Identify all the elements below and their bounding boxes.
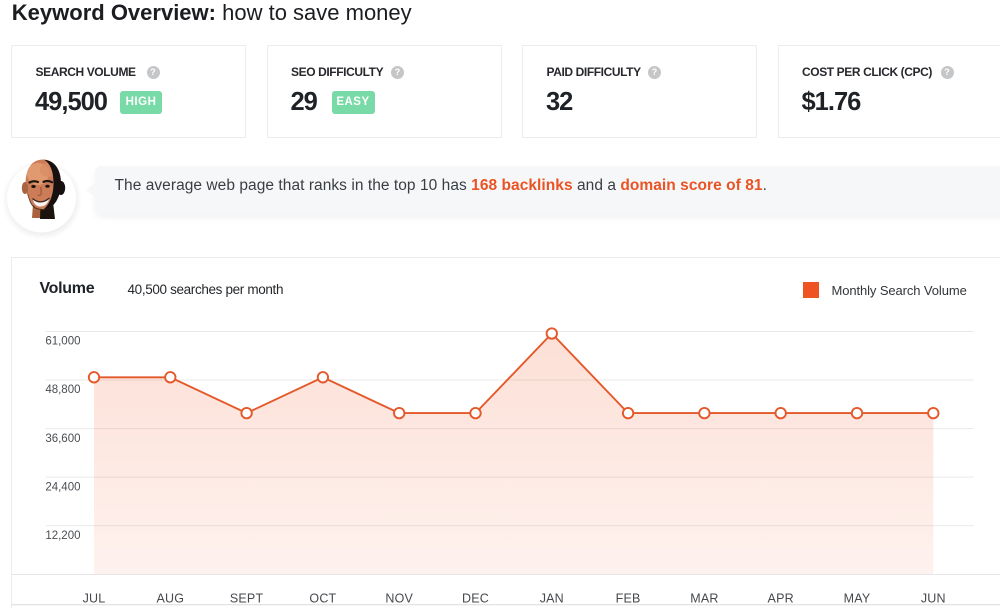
svg-text:FEB: FEB — [616, 592, 641, 606]
svg-text:SEPT: SEPT — [230, 592, 264, 606]
svg-text:MAR: MAR — [690, 592, 718, 606]
svg-text:24,400: 24,400 — [45, 481, 80, 493]
svg-text:MAY: MAY — [844, 592, 871, 606]
svg-text:NOV: NOV — [385, 592, 413, 606]
svg-text:61,000: 61,000 — [45, 336, 80, 348]
svg-text:36,600: 36,600 — [45, 433, 80, 445]
svg-text:JAN: JAN — [540, 592, 564, 606]
svg-text:DEC: DEC — [462, 592, 489, 606]
svg-text:APR: APR — [768, 592, 794, 606]
svg-text:48,800: 48,800 — [45, 384, 80, 396]
svg-text:OCT: OCT — [309, 592, 336, 606]
svg-text:JUN: JUN — [921, 592, 946, 606]
svg-text:JUL: JUL — [83, 592, 106, 606]
svg-text:AUG: AUG — [156, 592, 184, 606]
svg-text:12,200: 12,200 — [45, 530, 80, 542]
